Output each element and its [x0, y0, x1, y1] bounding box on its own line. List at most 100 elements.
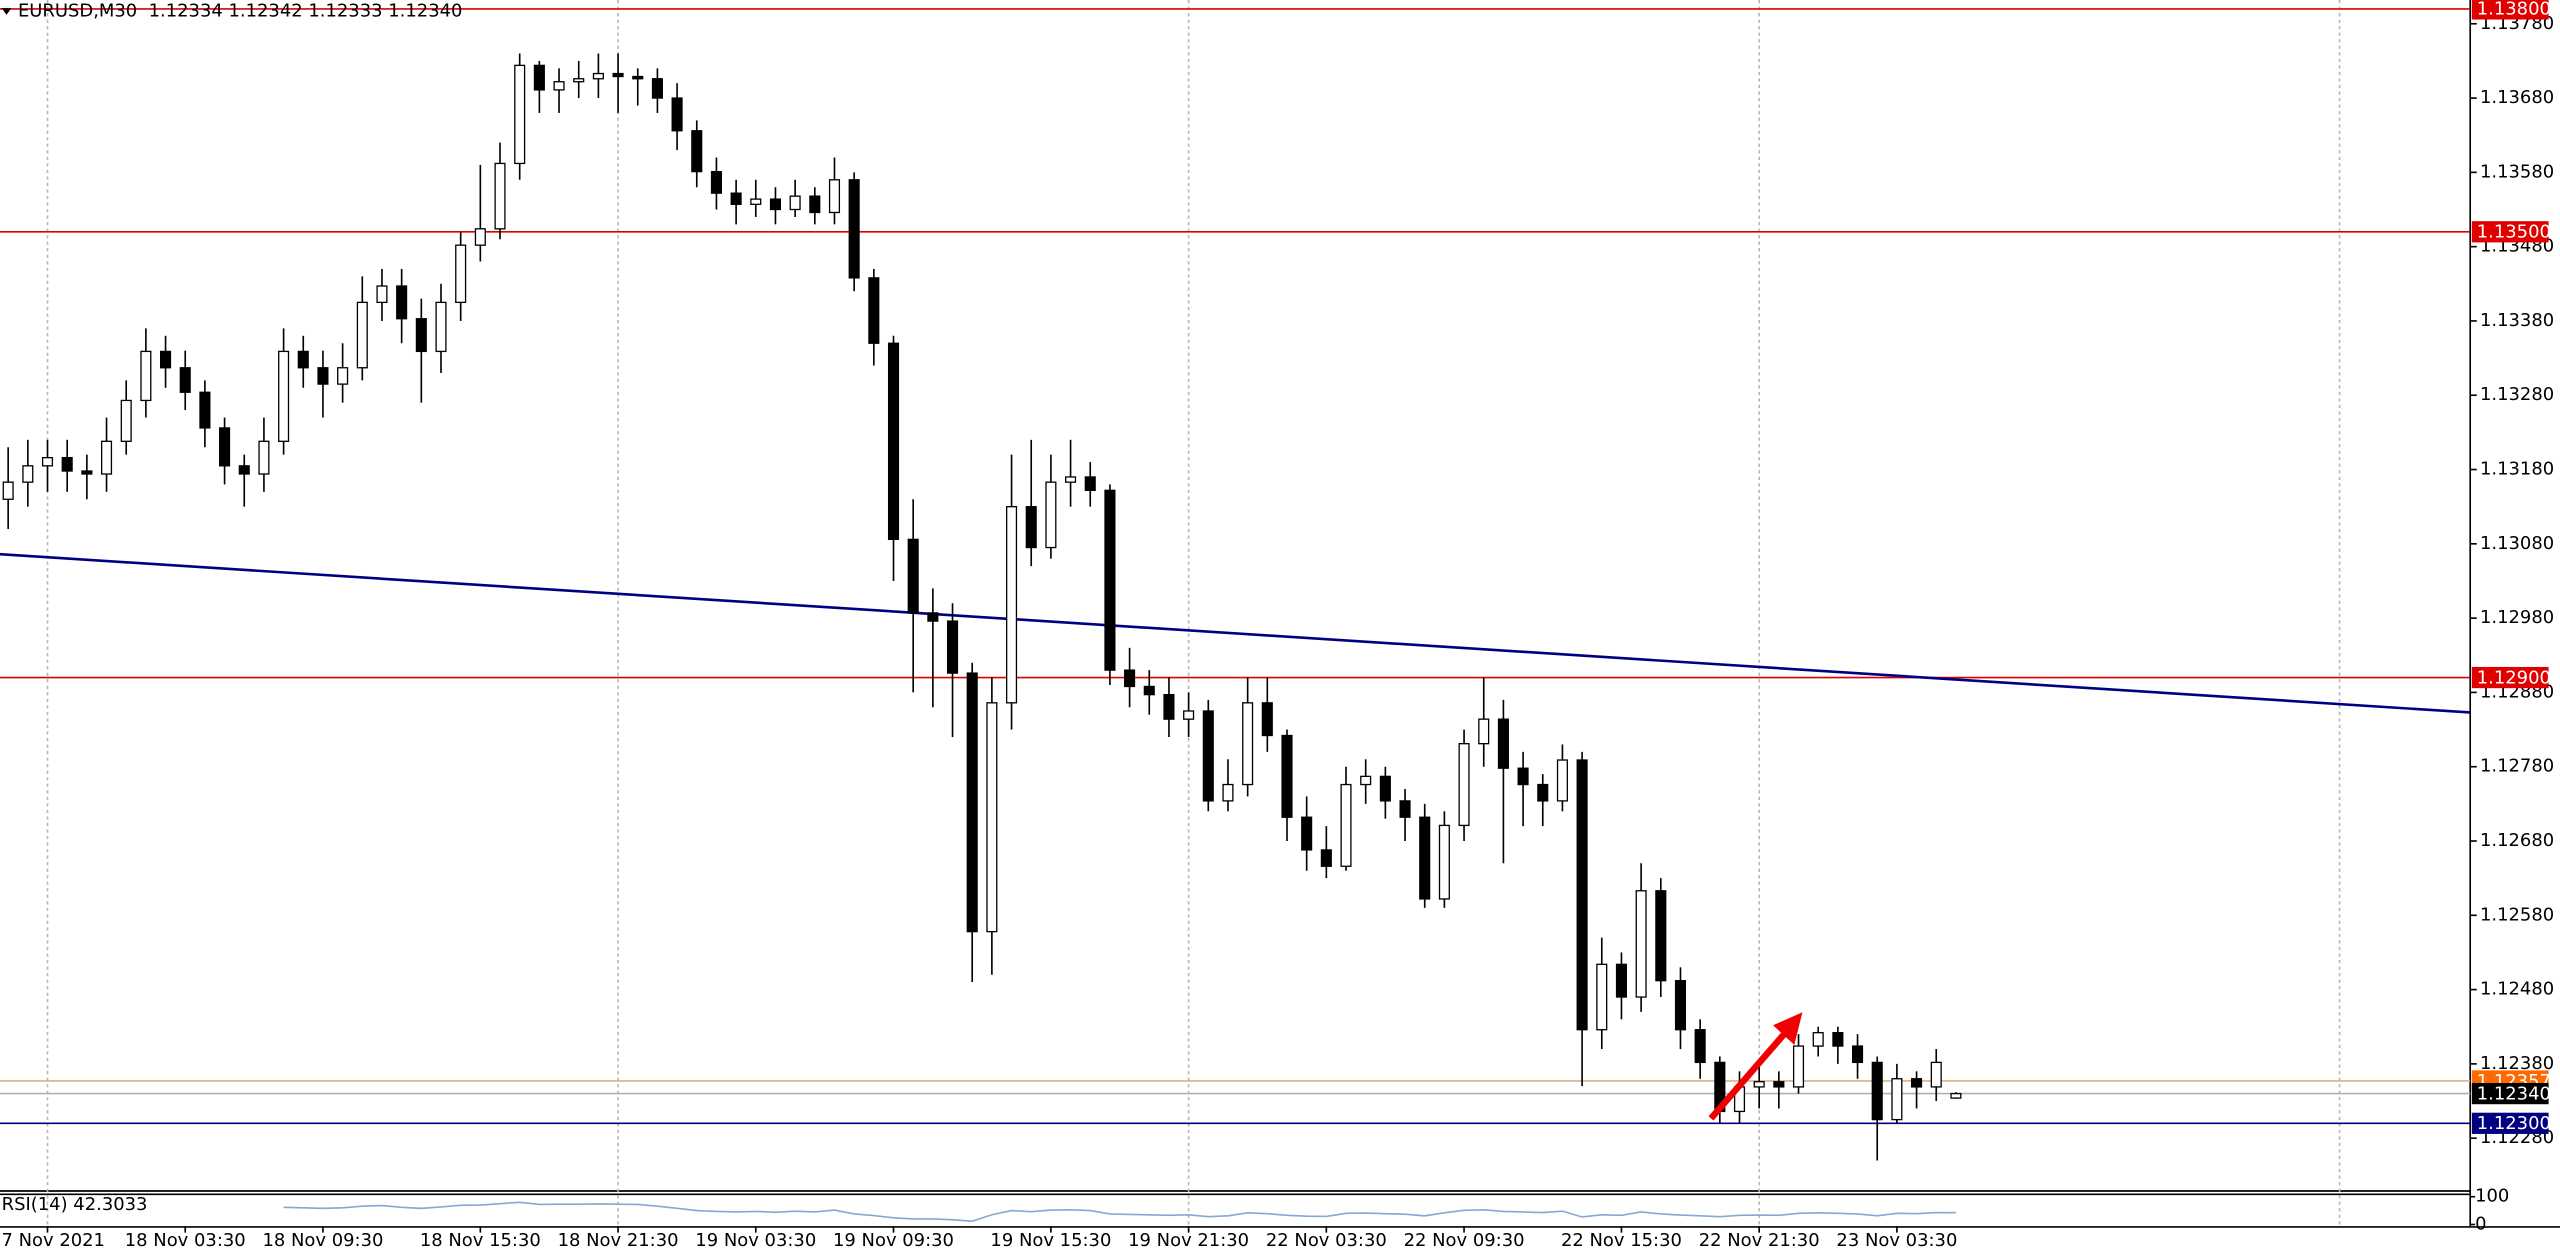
- candle-body: [1065, 476, 1077, 483]
- candle-body: [1104, 489, 1116, 671]
- annotation-arrow-head: [1773, 1012, 1803, 1045]
- candle-body: [1261, 702, 1273, 737]
- candle-body: [966, 672, 978, 933]
- plot: [0, 0, 2471, 1227]
- level-box: [2471, 0, 2549, 20]
- candle-body: [160, 350, 172, 369]
- candle-body: [1674, 980, 1687, 1031]
- candle-body: [278, 350, 290, 442]
- candle-body: [1537, 783, 1549, 802]
- candle-body: [1006, 506, 1018, 704]
- chart-title: EURUSD,M30 1.12334 1.12342 1.12333 1.123…: [18, 0, 462, 21]
- y-tick-label: 1.13680: [2480, 87, 2554, 108]
- candle-body: [1694, 1029, 1706, 1064]
- y-tick-label: 1.12580: [2480, 904, 2554, 925]
- level-box: [2471, 1112, 2549, 1134]
- candle-body: [238, 465, 250, 475]
- candle-body: [1596, 963, 1608, 1031]
- candle-body: [1871, 1061, 1883, 1121]
- x-tick-label: 19 Nov 21:30: [1128, 1230, 1249, 1251]
- candle-body: [514, 64, 526, 165]
- x-tick-label: 22 Nov 15:30: [1561, 1230, 1682, 1251]
- candle-body: [1497, 718, 1509, 769]
- bid-label: 1.12340: [2477, 1083, 2551, 1104]
- candle-body: [769, 198, 782, 211]
- candle-body: [317, 367, 329, 385]
- candle-body: [1911, 1078, 1923, 1088]
- candle-body: [396, 285, 408, 320]
- candle-body: [1753, 1081, 1765, 1088]
- level-label: 1.13800: [2477, 0, 2551, 20]
- candle-body: [1832, 1032, 1844, 1047]
- candle-body: [750, 198, 762, 205]
- candle-body: [868, 277, 880, 344]
- candle-body: [297, 350, 309, 369]
- candle-body: [1163, 693, 1175, 720]
- candle-body: [1222, 783, 1234, 802]
- x-tick-label: 19 Nov 03:30: [695, 1230, 816, 1251]
- candle-body: [710, 170, 722, 194]
- candle-body: [1360, 775, 1372, 786]
- level-box: [2471, 666, 2549, 689]
- annotation-arrow: [1708, 1029, 1789, 1121]
- candle-body: [61, 456, 73, 472]
- candle-body: [100, 440, 113, 475]
- x-tick-label: 19 Nov 15:30: [990, 1230, 1111, 1251]
- candle-body: [1045, 481, 1057, 549]
- candle-body: [809, 195, 821, 214]
- candle-body: [1399, 800, 1411, 818]
- candle-body: [573, 78, 585, 83]
- y-tick-label: 1.13180: [2480, 459, 2554, 480]
- candle-body: [1419, 816, 1431, 900]
- candle-body: [1379, 775, 1391, 802]
- candle-body: [1458, 743, 1470, 827]
- candle-body: [1891, 1078, 1903, 1121]
- candle-body: [415, 318, 427, 353]
- level-label: 1.12900: [2477, 667, 2551, 688]
- candle-body: [907, 538, 919, 614]
- candle-body: [258, 440, 270, 475]
- candle-body: [1301, 816, 1313, 851]
- candle-body: [1242, 702, 1254, 786]
- y-tick-label: 1.12980: [2480, 607, 2554, 628]
- candle-body: [1792, 1045, 1805, 1088]
- y-tick-label: 1.12480: [2480, 979, 2554, 1000]
- candle-body: [691, 130, 703, 173]
- candle-body: [887, 342, 900, 541]
- rsi-tick-label: 100: [2475, 1186, 2509, 1207]
- candle-body: [789, 195, 801, 211]
- candle-body: [435, 301, 447, 353]
- candle-body: [1615, 963, 1628, 998]
- candle-body: [1281, 734, 1293, 818]
- bid-box: [2471, 1082, 2549, 1105]
- candle-body: [1183, 710, 1195, 720]
- candle-body: [120, 399, 132, 442]
- level-label: 1.12300: [2477, 1113, 2551, 1134]
- candle-body: [1655, 890, 1667, 982]
- candle-body: [828, 179, 841, 214]
- candle-body: [592, 72, 604, 80]
- candle-body: [1478, 718, 1490, 745]
- level-label: 1.13500: [2477, 222, 2551, 243]
- trendline: [0, 552, 2471, 714]
- candle-body: [1556, 759, 1568, 802]
- candle-body: [671, 97, 683, 132]
- candle-body: [1576, 759, 1588, 1031]
- x-tick-label: 18 Nov 09:30: [262, 1230, 383, 1251]
- candle-body: [1930, 1061, 1942, 1088]
- candle-body: [1812, 1032, 1824, 1047]
- candle-body: [41, 456, 54, 467]
- candle-body: [1025, 506, 1037, 549]
- candle-body: [1124, 669, 1136, 688]
- candle-body: [927, 612, 939, 622]
- y-tick-label: 1.13580: [2480, 161, 2554, 182]
- rsi-tick-label: 0: [2475, 1213, 2486, 1234]
- menu-triangle: [1, 8, 12, 15]
- candle-body: [1950, 1092, 1962, 1099]
- candle-body: [1143, 685, 1155, 696]
- candle-body: [356, 301, 368, 369]
- candle-body: [199, 391, 211, 429]
- y-tick-label: 1.12780: [2480, 756, 2554, 777]
